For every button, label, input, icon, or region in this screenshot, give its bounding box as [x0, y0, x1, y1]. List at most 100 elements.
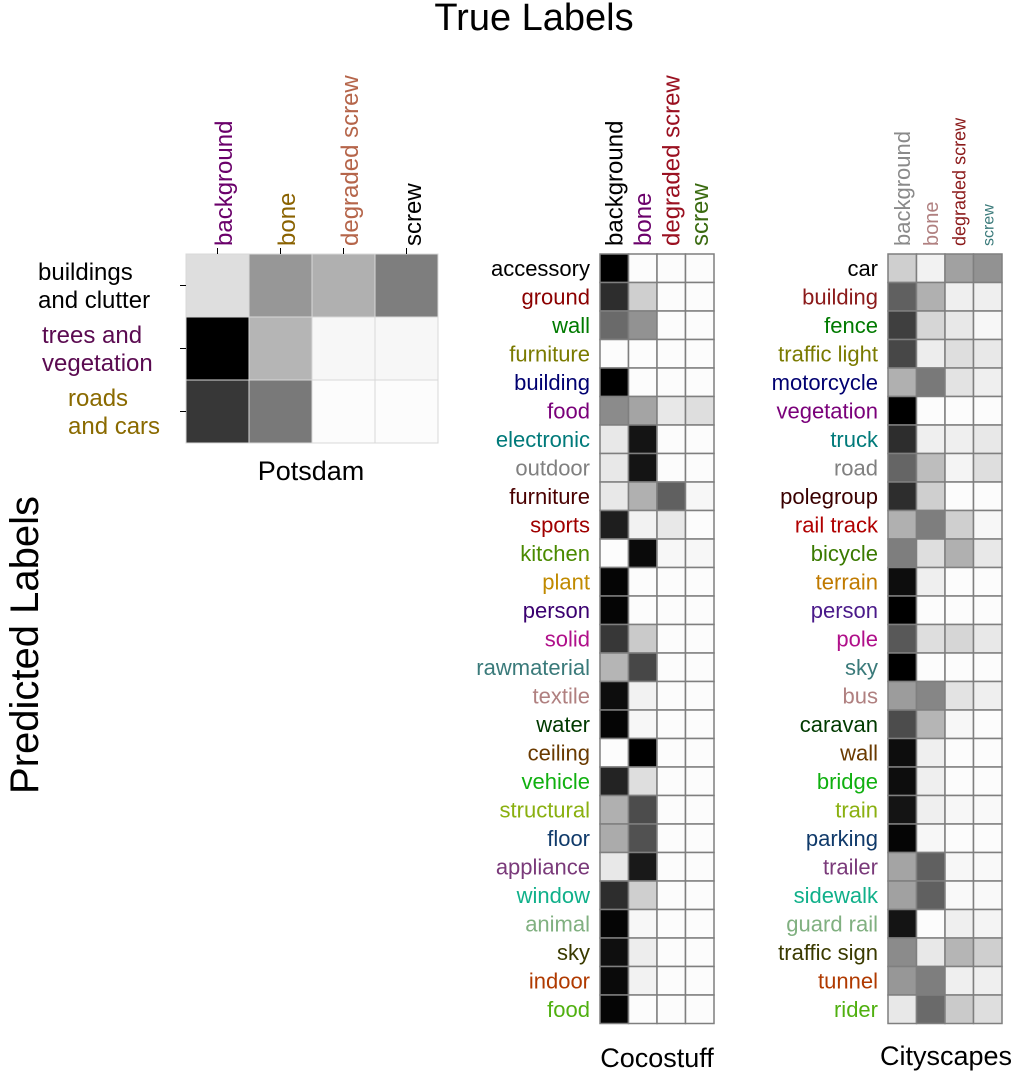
heatmap-cell — [944, 481, 975, 512]
heatmap-cell — [599, 481, 630, 512]
heatmap-cell — [944, 823, 975, 854]
heatmap-cell — [972, 851, 1003, 882]
row-label: ceiling — [528, 740, 590, 765]
heatmap-cell — [248, 316, 313, 381]
heatmap-cell — [627, 509, 658, 540]
heatmap-cell — [887, 566, 918, 597]
heatmap-cell — [656, 566, 687, 597]
heatmap-cell — [684, 623, 715, 654]
heatmap-cell — [684, 965, 715, 996]
row-label: building — [802, 284, 878, 309]
heatmap-cell — [944, 253, 975, 284]
column-label: background — [211, 121, 238, 246]
heatmap-cell — [944, 509, 975, 540]
heatmap-cell — [887, 281, 918, 312]
heatmap-cell — [887, 680, 918, 711]
row-label: buildings and clutter — [38, 259, 150, 314]
heatmap-cell — [311, 316, 376, 381]
row-label: polegroup — [780, 484, 878, 509]
heatmap-cell — [656, 338, 687, 369]
row-label: truck — [830, 427, 879, 452]
row-label: outdoor — [515, 455, 590, 480]
row-label: traffic sign — [778, 940, 878, 965]
row-label: sidewalk — [794, 883, 879, 908]
row-label: water — [535, 712, 590, 737]
heatmap-cell — [599, 395, 630, 426]
heatmap-cell — [599, 709, 630, 740]
row-label: caravan — [800, 712, 878, 737]
heatmap-cell — [627, 908, 658, 939]
heatmap-cell — [599, 737, 630, 768]
heatmap-cell — [915, 709, 946, 740]
heatmap-cell — [656, 395, 687, 426]
heatmap-cell — [627, 281, 658, 312]
heatmap-cell — [915, 566, 946, 597]
heatmap-cell — [374, 316, 439, 381]
heatmap-cell — [915, 595, 946, 626]
heatmap-cell — [656, 481, 687, 512]
heatmap-cell — [944, 395, 975, 426]
row-label: floor — [547, 826, 590, 851]
heatmap-name: Potsdam — [258, 456, 365, 486]
heatmap-cell — [627, 452, 658, 483]
heatmap-cell — [887, 452, 918, 483]
heatmap-cell — [599, 253, 630, 284]
row-label: textile — [533, 683, 590, 708]
heatmap-cell — [627, 880, 658, 911]
heatmap-cell — [915, 766, 946, 797]
heatmap-cell — [887, 880, 918, 911]
heatmap-cocostuff: background bone degraded screw screw accesso… — [476, 75, 715, 1073]
row-label: wall — [551, 313, 590, 338]
heatmap-cell — [944, 538, 975, 569]
heatmap-cell — [915, 481, 946, 512]
heatmap-cell — [887, 509, 918, 540]
heatmap-cell — [972, 338, 1003, 369]
heatmap-cell — [656, 794, 687, 825]
heatmap-cell — [944, 680, 975, 711]
heatmap-cell — [887, 538, 918, 569]
heatmap-cell — [887, 851, 918, 882]
heatmap-cell — [887, 367, 918, 398]
heatmap-cityscapes: background bone degraded screw screw car buil… — [772, 117, 1012, 1071]
heatmap-cell — [972, 310, 1003, 341]
heatmap-cell — [684, 367, 715, 398]
column-label: screw — [400, 183, 427, 246]
heatmap-cell — [656, 880, 687, 911]
row-label: motorcycle — [772, 370, 878, 395]
heatmap-cell — [684, 737, 715, 768]
row-label: food — [547, 997, 590, 1022]
heatmap-cell — [656, 965, 687, 996]
row-label: food — [547, 398, 590, 423]
heatmap-cell — [915, 281, 946, 312]
row-label: appliance — [496, 854, 590, 879]
heatmap-cell — [627, 595, 658, 626]
heatmap-cell — [599, 452, 630, 483]
heatmap-cell — [627, 367, 658, 398]
heatmap-cell — [972, 880, 1003, 911]
heatmap-cell — [599, 652, 630, 683]
heatmap-cell — [944, 880, 975, 911]
heatmap-cell — [972, 595, 1003, 626]
column-label: background — [602, 121, 629, 246]
heatmap-cell — [915, 851, 946, 882]
heatmap-cell — [915, 452, 946, 483]
heatmap-cell — [915, 338, 946, 369]
heatmap-cell — [684, 338, 715, 369]
row-label: animal — [525, 911, 590, 936]
row-label: trees and vegetation — [42, 322, 153, 377]
row-label: plant — [542, 569, 590, 594]
heatmap-cell — [656, 908, 687, 939]
heatmap-cell — [656, 737, 687, 768]
heatmap-cell — [887, 310, 918, 341]
heatmap-cell — [915, 823, 946, 854]
heatmap-cell — [684, 880, 715, 911]
heatmap-cell — [627, 338, 658, 369]
heatmap-cell — [599, 566, 630, 597]
heatmap-cell — [599, 310, 630, 341]
heatmap-cell — [887, 766, 918, 797]
heatmap-cell — [972, 509, 1003, 540]
heatmap-cell — [944, 994, 975, 1025]
row-label: pole — [836, 626, 878, 651]
heatmap-cell — [684, 538, 715, 569]
